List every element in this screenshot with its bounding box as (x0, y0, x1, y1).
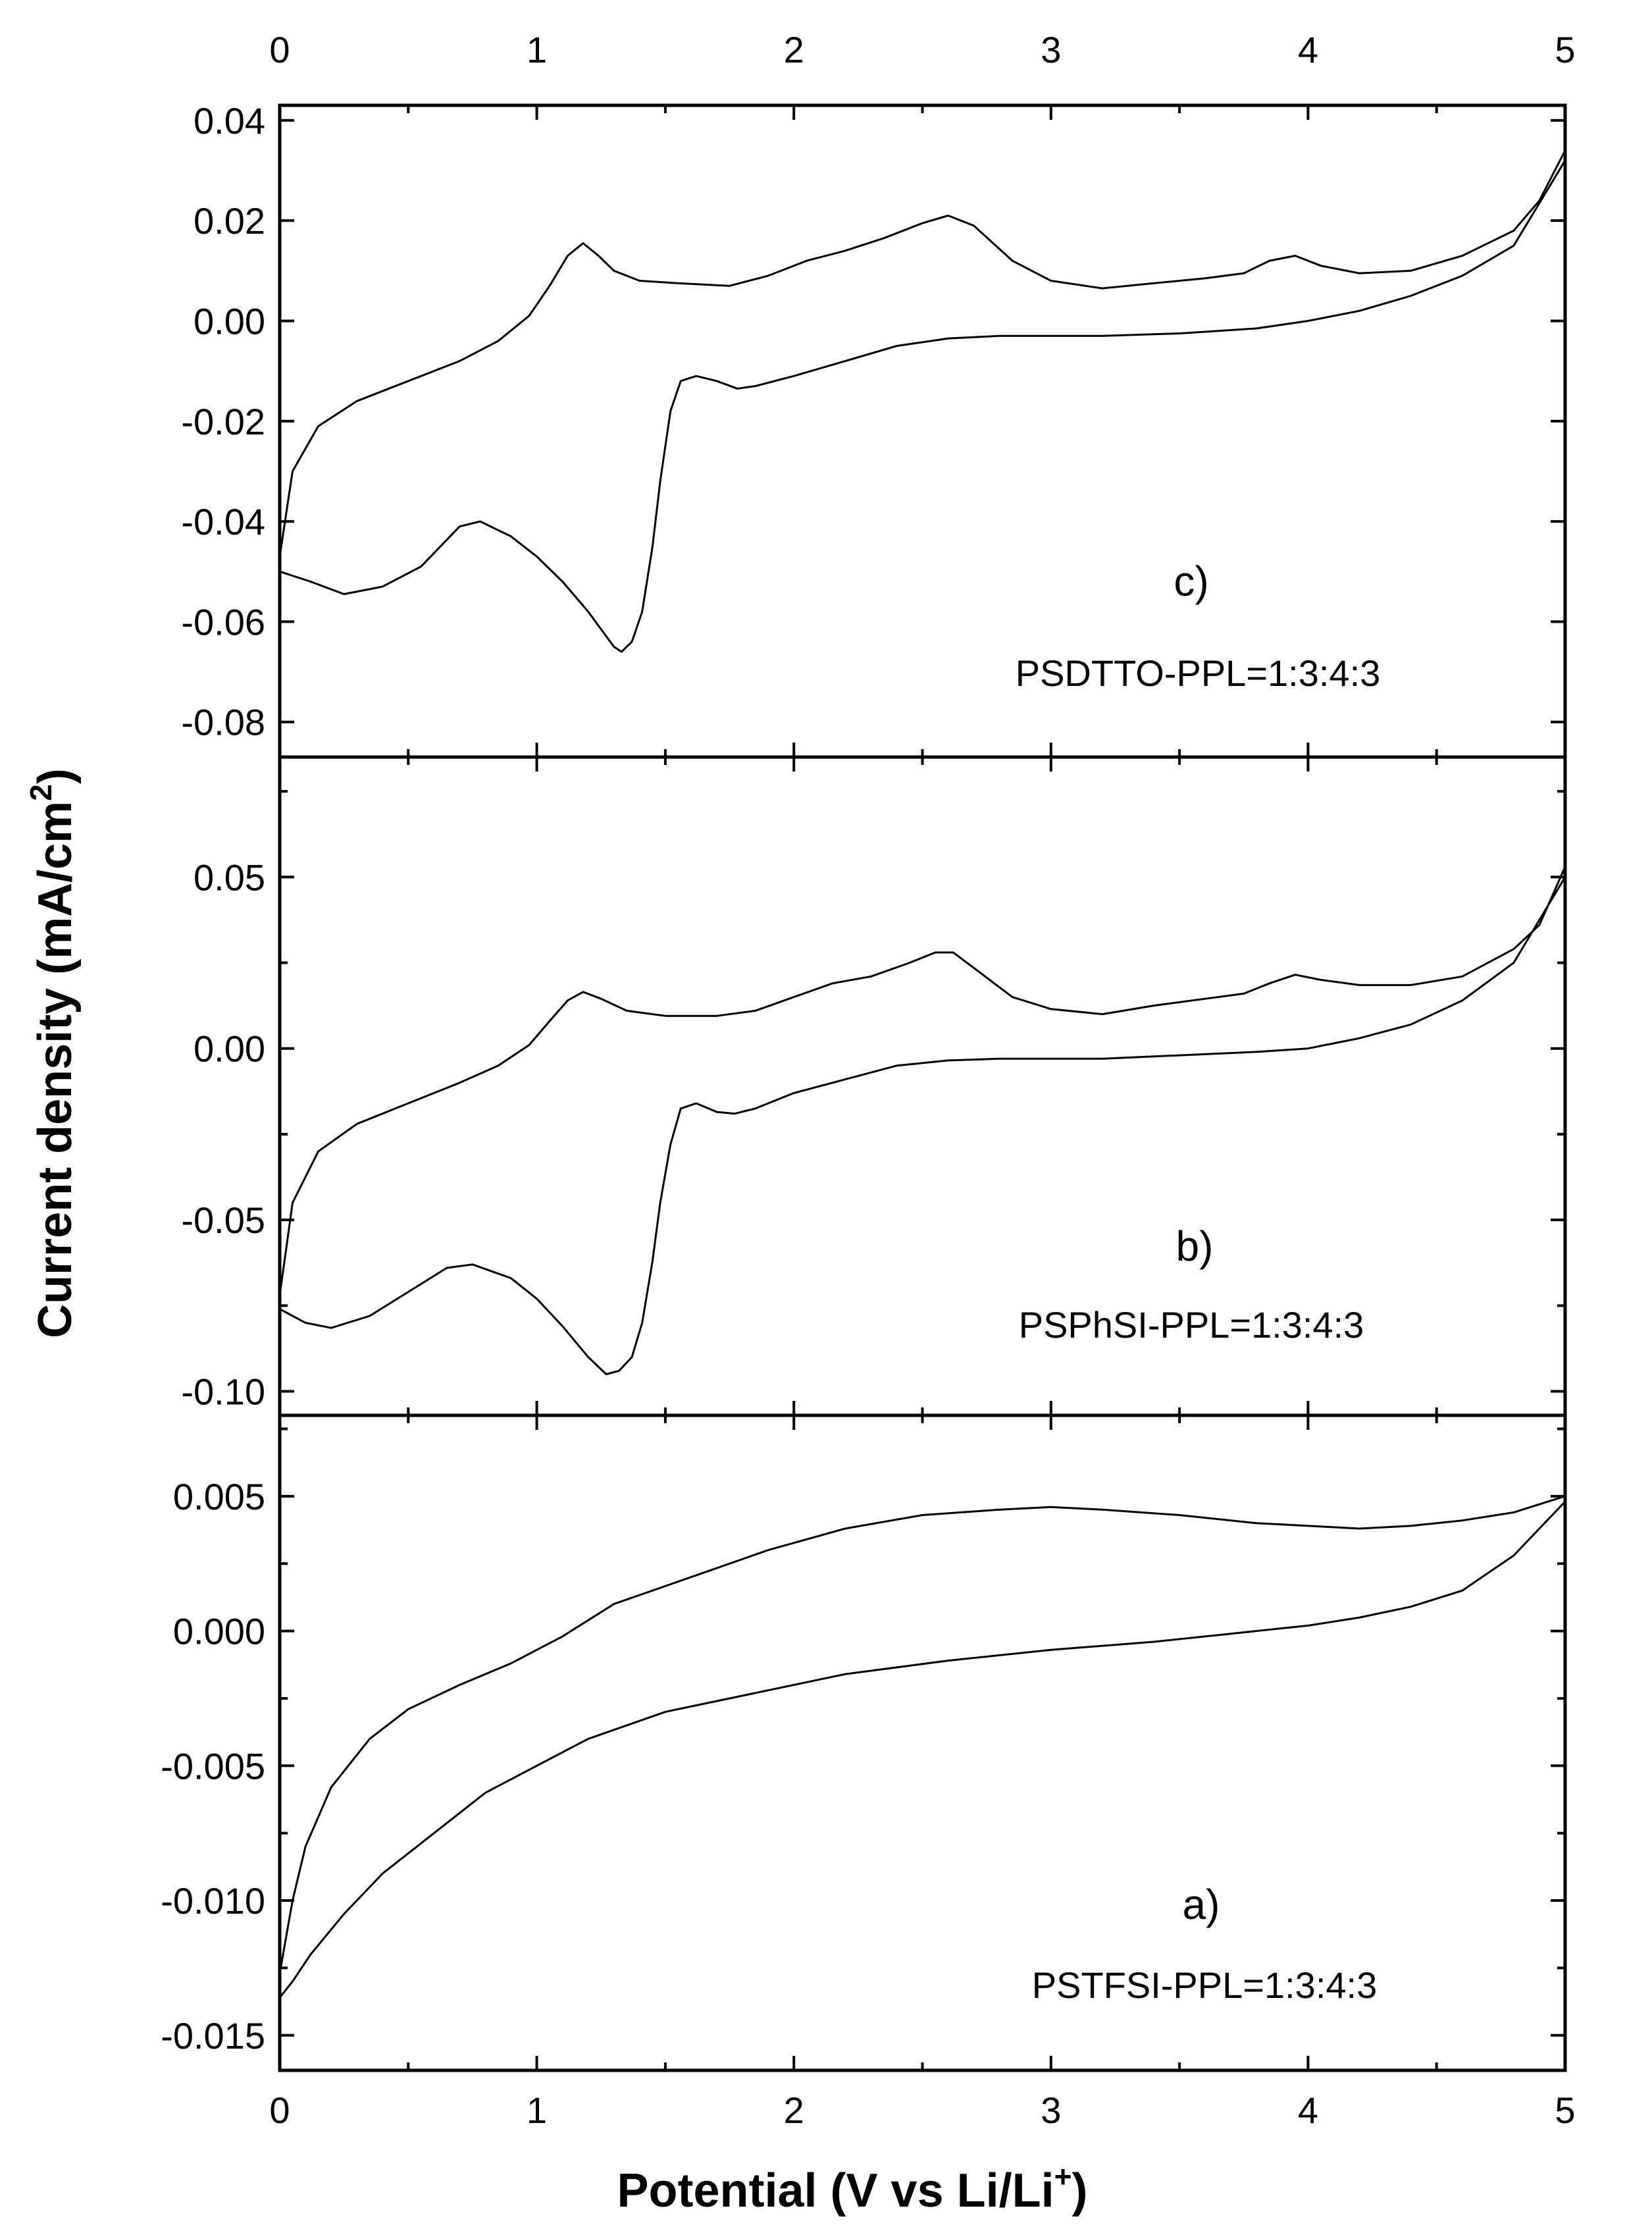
series-b-cathodic (279, 876, 1566, 1375)
panel-c: 0.04 0.02 0.00 -0.02 -0.04 -0.06 -0.08 c) PSDTTO… (181, 100, 1567, 759)
y-tick-label: -0.06 (181, 601, 265, 642)
y-tick-label: 0.04 (194, 100, 265, 142)
x-axis-title-sup: + (1054, 2159, 1072, 2193)
y-tick-label: -0.05 (181, 1199, 265, 1241)
y-tick-label: -0.08 (181, 702, 265, 743)
x-tick-label: 4 (1298, 2089, 1318, 2131)
top-x-tick-label: 0 (269, 29, 290, 70)
y-axis-title: Current density (mA/cm2) (24, 768, 82, 1338)
series-a-anodic (278, 1495, 1566, 1974)
top-x-tick-label: 5 (1555, 29, 1575, 70)
y-tick-label: -0.02 (181, 401, 265, 442)
top-x-tick-label: 2 (784, 29, 804, 70)
panel-label: c) (1174, 558, 1208, 605)
top-x-tick-label: 1 (527, 29, 547, 70)
top-x-tick-label: 4 (1298, 29, 1318, 70)
y-tick-label: 0.02 (194, 200, 265, 242)
y-tick-label: 0.00 (194, 300, 265, 342)
panel-label: b) (1176, 1222, 1214, 1270)
x-axis-title: Potential (V vs Li/Li+) (617, 2159, 1088, 2217)
top-x-axis: 0 1 2 3 4 5 (269, 29, 1575, 70)
panel-a: 0.005 0.000 -0.005 -0.010 -0.015 a) PSTFSI-PPL… (161, 1413, 1576, 2131)
y-tick-label: -0.010 (161, 1880, 265, 1922)
y-tick-label: -0.015 (161, 2015, 265, 2057)
sample-label: PSPhSI-PPL=1:3:4:3 (1019, 1304, 1364, 1346)
x-tick-label: 0 (269, 2089, 290, 2131)
panel-label: a) (1183, 1881, 1220, 1928)
y-tick-label: -0.005 (161, 1745, 265, 1787)
y-axis-title-sup: 2 (24, 784, 58, 801)
series-c-cathodic (279, 160, 1566, 653)
series-b-anodic (278, 866, 1566, 1296)
y-tick-label: -0.04 (181, 501, 265, 542)
y-tick-label: 0.000 (173, 1611, 265, 1652)
panel-b: 0.05 0.00 -0.05 -0.10 b) PSPhSI-PPL=1:3:4:3 (181, 755, 1567, 1417)
x-tick-label: 1 (527, 2089, 547, 2131)
x-tick-label: 2 (784, 2089, 804, 2131)
sample-label: PSDTTO-PPL=1:3:4:3 (1016, 652, 1381, 694)
x-tick-label: 3 (1041, 2089, 1061, 2131)
series-a-cathodic (278, 1500, 1566, 1999)
top-x-tick-label: 3 (1041, 29, 1061, 70)
panels: 0.04 0.02 0.00 -0.02 -0.04 -0.06 -0.08 c) PSDTTO… (161, 100, 1575, 2131)
y-tick-label: 0.05 (194, 856, 265, 898)
plot-frame (278, 755, 1567, 1417)
x-tick-label: 5 (1555, 2089, 1575, 2131)
y-tick-label: 0.00 (194, 1028, 265, 1070)
y-tick-label: 0.005 (173, 1476, 265, 1517)
y-tick-label: -0.10 (181, 1371, 265, 1413)
sample-label: PSTFSI-PPL=1:3:4:3 (1032, 1964, 1377, 2006)
series-c-anodic (278, 149, 1566, 557)
